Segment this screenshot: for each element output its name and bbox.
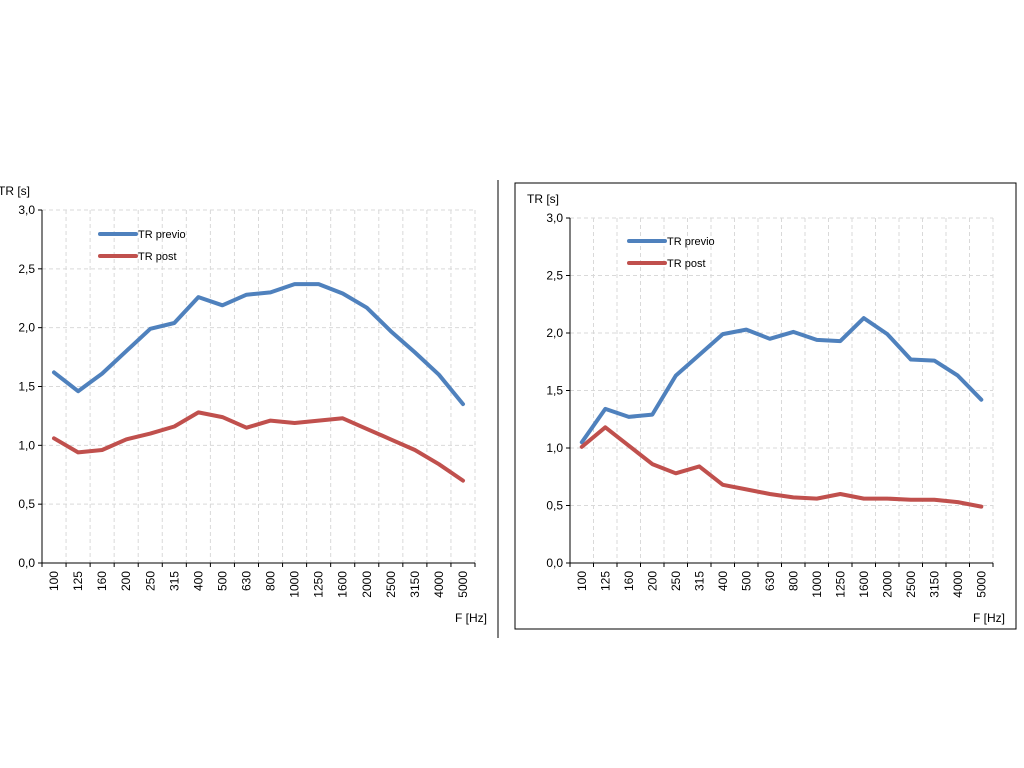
legend-label: TR previo: [667, 236, 715, 248]
y-tick-label: 3,0: [18, 203, 35, 217]
x-tick-label: 500: [215, 571, 229, 591]
x-tick-label: 4000: [432, 571, 446, 598]
x-tick-label: 315: [692, 571, 706, 591]
y-tick-label: 1,5: [18, 380, 35, 394]
x-tick-label: 5000: [456, 571, 470, 598]
x-tick-label: 1600: [857, 571, 871, 598]
y-tick-label: 0,5: [546, 499, 563, 513]
series-line-tr-post: [52, 410, 465, 483]
y-tick-label: 2,5: [18, 262, 35, 276]
series-line-tr-post: [579, 425, 984, 509]
x-tick-label: 160: [95, 571, 109, 591]
y-tick-label: 2,0: [18, 321, 35, 335]
x-tick-label: 2500: [904, 571, 918, 598]
series-line-tr-previo: [579, 316, 984, 445]
y-tick-label: 2,5: [546, 269, 563, 283]
x-tick-label: 630: [239, 571, 253, 591]
x-tick-label: 200: [645, 571, 659, 591]
y-tick-label: 0,0: [18, 556, 35, 570]
x-tick-label: 800: [264, 571, 278, 591]
x-tick-label: 160: [622, 571, 636, 591]
y-axis-label: TR [s]: [0, 184, 30, 198]
x-tick-label: 400: [716, 571, 730, 591]
x-tick-label: 125: [71, 571, 85, 591]
y-tick-label: 1,5: [546, 384, 563, 398]
chart-1: 0,0 0,5 1,0 1,5 2,0 2,5 3,0 100 125 160 200 250 315 4…: [0, 184, 487, 625]
y-tick-label: 0,5: [18, 497, 35, 511]
legend-label: TR previo: [138, 229, 186, 241]
x-axis-label: F [Hz]: [455, 611, 487, 625]
x-tick-label: 315: [167, 571, 181, 591]
x-tick-label: 1000: [288, 571, 302, 598]
x-tick-label: 800: [786, 571, 800, 591]
x-tick-label: 400: [191, 571, 205, 591]
x-tick-label: 3150: [408, 571, 422, 598]
x-tick-label: 100: [47, 571, 61, 591]
x-tick-label: 3150: [927, 571, 941, 598]
x-tick-label: 500: [739, 571, 753, 591]
x-tick-label: 125: [598, 571, 612, 591]
x-tick-label: 2500: [384, 571, 398, 598]
x-tick-label: 4000: [951, 571, 965, 598]
x-tick-label: 630: [763, 571, 777, 591]
x-tick-label: 2000: [880, 571, 894, 598]
chart-2-frame: [514, 182, 1017, 630]
legend-label: TR post: [138, 251, 177, 263]
x-tick-label: 100: [575, 571, 589, 591]
y-tick-label: 0,0: [546, 556, 563, 570]
x-tick-label: 250: [669, 571, 683, 591]
x-tick-label: 1600: [336, 571, 350, 598]
x-tick-label: 250: [143, 571, 157, 591]
x-tick-label: 1250: [312, 571, 326, 598]
x-tick-label: 1000: [810, 571, 824, 598]
x-tick-label: 1250: [833, 571, 847, 598]
series-line-tr-previo: [52, 282, 465, 407]
y-tick-label: 1,0: [18, 438, 35, 452]
x-axis-label: F [Hz]: [973, 611, 1005, 625]
y-tick-label: 2,0: [546, 326, 563, 340]
chart-2: 0,0 0,5 1,0 1,5 2,0 2,5 3,0 100 125 160 200 250 315 4…: [527, 192, 1005, 625]
y-axis-label: TR [s]: [527, 192, 559, 206]
legend-label: TR post: [667, 258, 706, 270]
y-tick-label: 1,0: [546, 441, 563, 455]
y-tick-label: 3,0: [546, 211, 563, 225]
x-tick-label: 5000: [974, 571, 988, 598]
x-tick-label: 2000: [360, 571, 374, 598]
x-tick-label: 200: [119, 571, 133, 591]
